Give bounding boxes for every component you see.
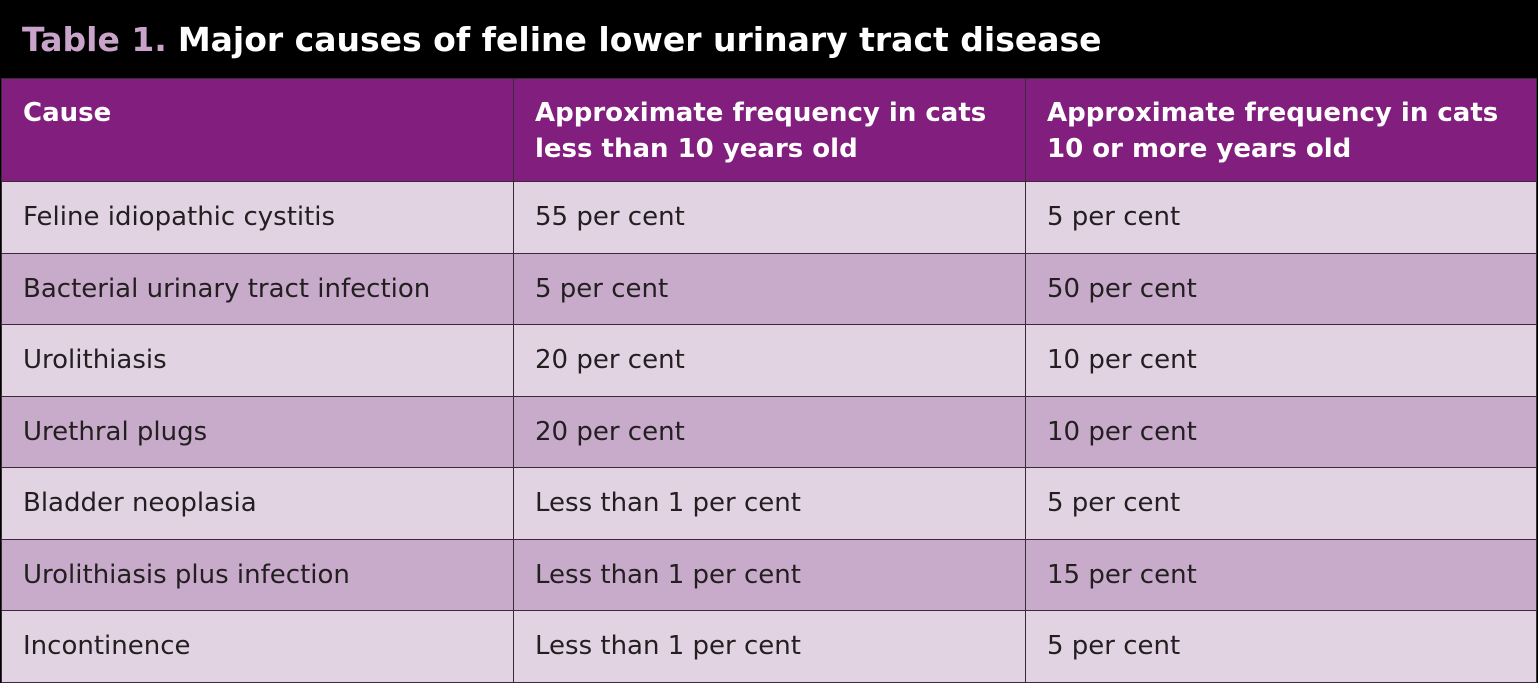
header-frequency-under-10: Approximate frequency in cats less than … [513, 78, 1026, 182]
header-row: Cause Approximate frequency in cats less… [1, 78, 1537, 182]
table-row: Urolithiasis 20 per cent 10 per cent [1, 324, 1537, 397]
header-frequency-10-plus: Approximate frequency in cats 10 or more… [1025, 78, 1537, 182]
cause-cell: Bladder neoplasia [1, 467, 514, 540]
causes-table: Cause Approximate frequency in cats less… [1, 78, 1537, 683]
frequency-under-10-cell: 20 per cent [513, 395, 1026, 468]
table-row: Urolithiasis plus infection Less than 1 … [1, 538, 1537, 611]
table-row: Feline idiopathic cystitis 55 per cent 5… [1, 181, 1537, 254]
frequency-10-plus-cell: 15 per cent [1025, 538, 1537, 611]
frequency-10-plus-cell: 5 per cent [1025, 467, 1537, 540]
frequency-10-plus-cell: 5 per cent [1025, 181, 1537, 254]
cause-cell: Incontinence [1, 610, 514, 683]
frequency-under-10-cell: Less than 1 per cent [513, 467, 1026, 540]
frequency-under-10-cell: Less than 1 per cent [513, 538, 1026, 611]
frequency-10-plus-cell: 5 per cent [1025, 610, 1537, 683]
table-title: Major causes of feline lower urinary tra… [177, 19, 1102, 59]
frequency-under-10-cell: 20 per cent [513, 324, 1026, 397]
cause-cell: Urolithiasis plus infection [1, 538, 514, 611]
frequency-under-10-cell: 55 per cent [513, 181, 1026, 254]
table-row: Bladder neoplasia Less than 1 per cent 5… [1, 467, 1537, 540]
table-label: Table 1. [22, 19, 167, 59]
table-row: Bacterial urinary tract infection 5 per … [1, 252, 1537, 325]
frequency-10-plus-cell: 10 per cent [1025, 395, 1537, 468]
header-cause: Cause [1, 78, 514, 182]
table-row: Urethral plugs 20 per cent 10 per cent [1, 395, 1537, 468]
cause-cell: Bacterial urinary tract infection [1, 252, 514, 325]
frequency-under-10-cell: 5 per cent [513, 252, 1026, 325]
table-title-bar: Table 1. Major causes of feline lower ur… [0, 0, 1538, 78]
cause-cell: Urethral plugs [1, 395, 514, 468]
table-row: Incontinence Less than 1 per cent 5 per … [1, 610, 1537, 683]
cause-cell: Feline idiopathic cystitis [1, 181, 514, 254]
frequency-10-plus-cell: 10 per cent [1025, 324, 1537, 397]
frequency-under-10-cell: Less than 1 per cent [513, 610, 1026, 683]
frequency-10-plus-cell: 50 per cent [1025, 252, 1537, 325]
cause-cell: Urolithiasis [1, 324, 514, 397]
